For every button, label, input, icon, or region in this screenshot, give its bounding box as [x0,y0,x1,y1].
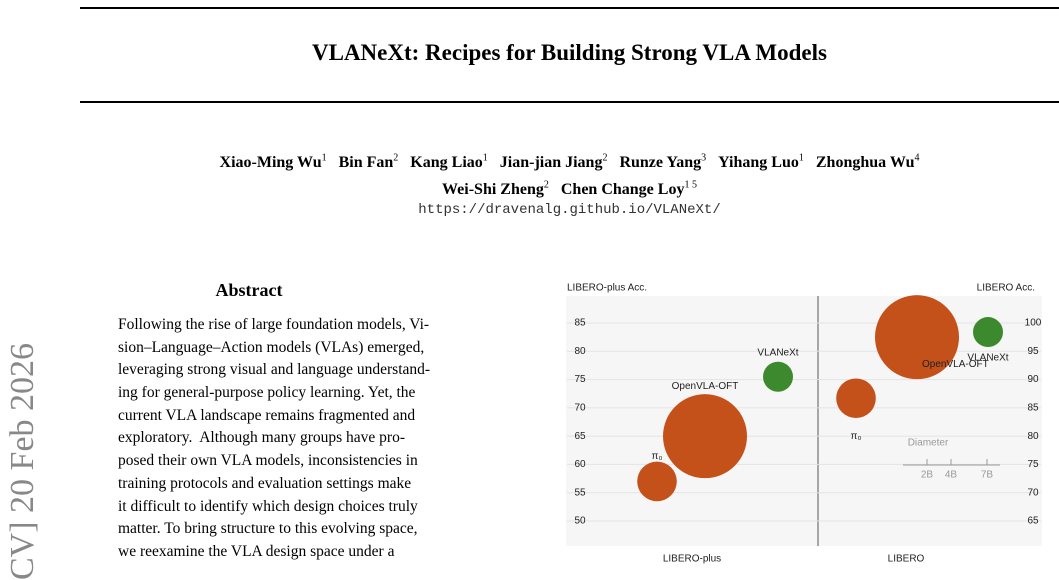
y-tick-label: 65 [1027,516,1039,527]
author-affiliation: 1 [321,153,327,164]
bubble [763,361,793,392]
size-legend-label: 4B [945,470,958,481]
author-name: Wei-Shi Zheng [442,180,544,198]
y-tick-label: 75 [1027,459,1039,470]
bubble-label: VLANeXt [967,353,1008,364]
bubble [973,317,1003,348]
author-name: Xiao-Ming Wu [219,154,322,172]
bubble [637,461,677,502]
author: Zhonghua Wu4 [815,153,920,172]
author-affiliation: 1 5 [684,179,697,191]
y-tick-label: 85 [574,318,586,329]
author-affiliation: 4 [914,153,920,164]
bubble [836,378,876,419]
author-name: Kang Liao [410,154,483,172]
author: Chen Change Loy1 5 [560,179,697,198]
plot-background [566,296,1042,546]
abstract-line: exploratory. Although many groups have p… [118,429,405,447]
author-affiliation: 1 [798,153,804,164]
y-tick-label: 80 [574,346,586,357]
bubble-label: π₀ [651,451,662,462]
author: Bin Fan2 [338,153,399,172]
author-affiliation: 2 [393,153,399,164]
author: Runze Yang3 [619,153,707,172]
y-tick-label: 70 [1027,487,1039,498]
author: Wei-Shi Zheng2 [442,179,549,198]
y-tick-label: 90 [1027,374,1039,385]
y-tick-label: 70 [574,402,586,413]
y-axis-label: LIBERO-plus Acc. [567,283,647,294]
y-tick-label: 60 [574,459,586,470]
size-legend-label: 7B [981,470,994,481]
title-rule [80,101,1059,103]
author: Kang Liao1 [410,153,488,172]
y-axis-label: LIBERO Acc. [977,283,1035,294]
author-list: Xiao-Ming Wu1 Bin Fan2 Kang Liao1 Jian-jian… [80,148,1059,201]
bubble-label: OpenVLA-OFT [922,359,989,370]
author-name: Runze Yang [619,154,702,172]
author-name: Yihang Luo [718,154,799,172]
author-affiliation: 1 [482,153,488,164]
bubble [663,394,747,479]
size-legend-title: Diameter [908,438,949,449]
author-affiliation: 2 [543,179,549,191]
bubble-label: OpenVLA-OFT [672,381,739,392]
author-name: Jian-jian Jiang [499,154,603,172]
author: Jian-jian Jiang2 [499,153,608,172]
abstract-line: posed their own VLA models, inconsistenc… [118,452,418,470]
top-rule [80,7,1059,9]
author-affiliation: 3 [701,153,707,164]
bubble [875,295,959,380]
abstract-line: current VLA landscape remains fragmented… [118,406,416,424]
abstract-line: we reexamine the VLA design space under … [118,542,395,560]
y-tick-label: 65 [574,431,586,442]
y-tick-label: 75 [574,374,586,385]
y-tick-label: 95 [1027,346,1039,357]
author-name: Zhonghua Wu [815,154,915,172]
x-axis-label: LIBERO-plus [663,554,721,565]
project-url[interactable]: https://dravenalg.github.io/VLANeXt/ [418,202,721,218]
abstract-heading: Abstract [215,280,283,300]
y-tick-label: 55 [574,487,586,498]
x-axis-label: LIBERO [888,554,925,565]
y-tick-label: 80 [1027,431,1039,442]
author-name: Bin Fan [338,154,394,172]
author-affiliation: 2 [602,153,608,164]
author: Xiao-Ming Wu1 [219,153,327,172]
bubble-label: π₀ [850,431,861,442]
y-tick-label: 85 [1027,402,1039,413]
y-tick-label: 100 [1025,318,1042,329]
author-name: Chen Change Loy [560,180,685,198]
bubble-label: VLANeXt [757,347,798,358]
paper-title: VLANeXt: Recipes for Building Strong VLA… [312,40,827,65]
author: Yihang Luo1 [718,153,804,172]
y-tick-label: 50 [574,516,586,527]
size-legend-label: 2B [921,470,934,481]
